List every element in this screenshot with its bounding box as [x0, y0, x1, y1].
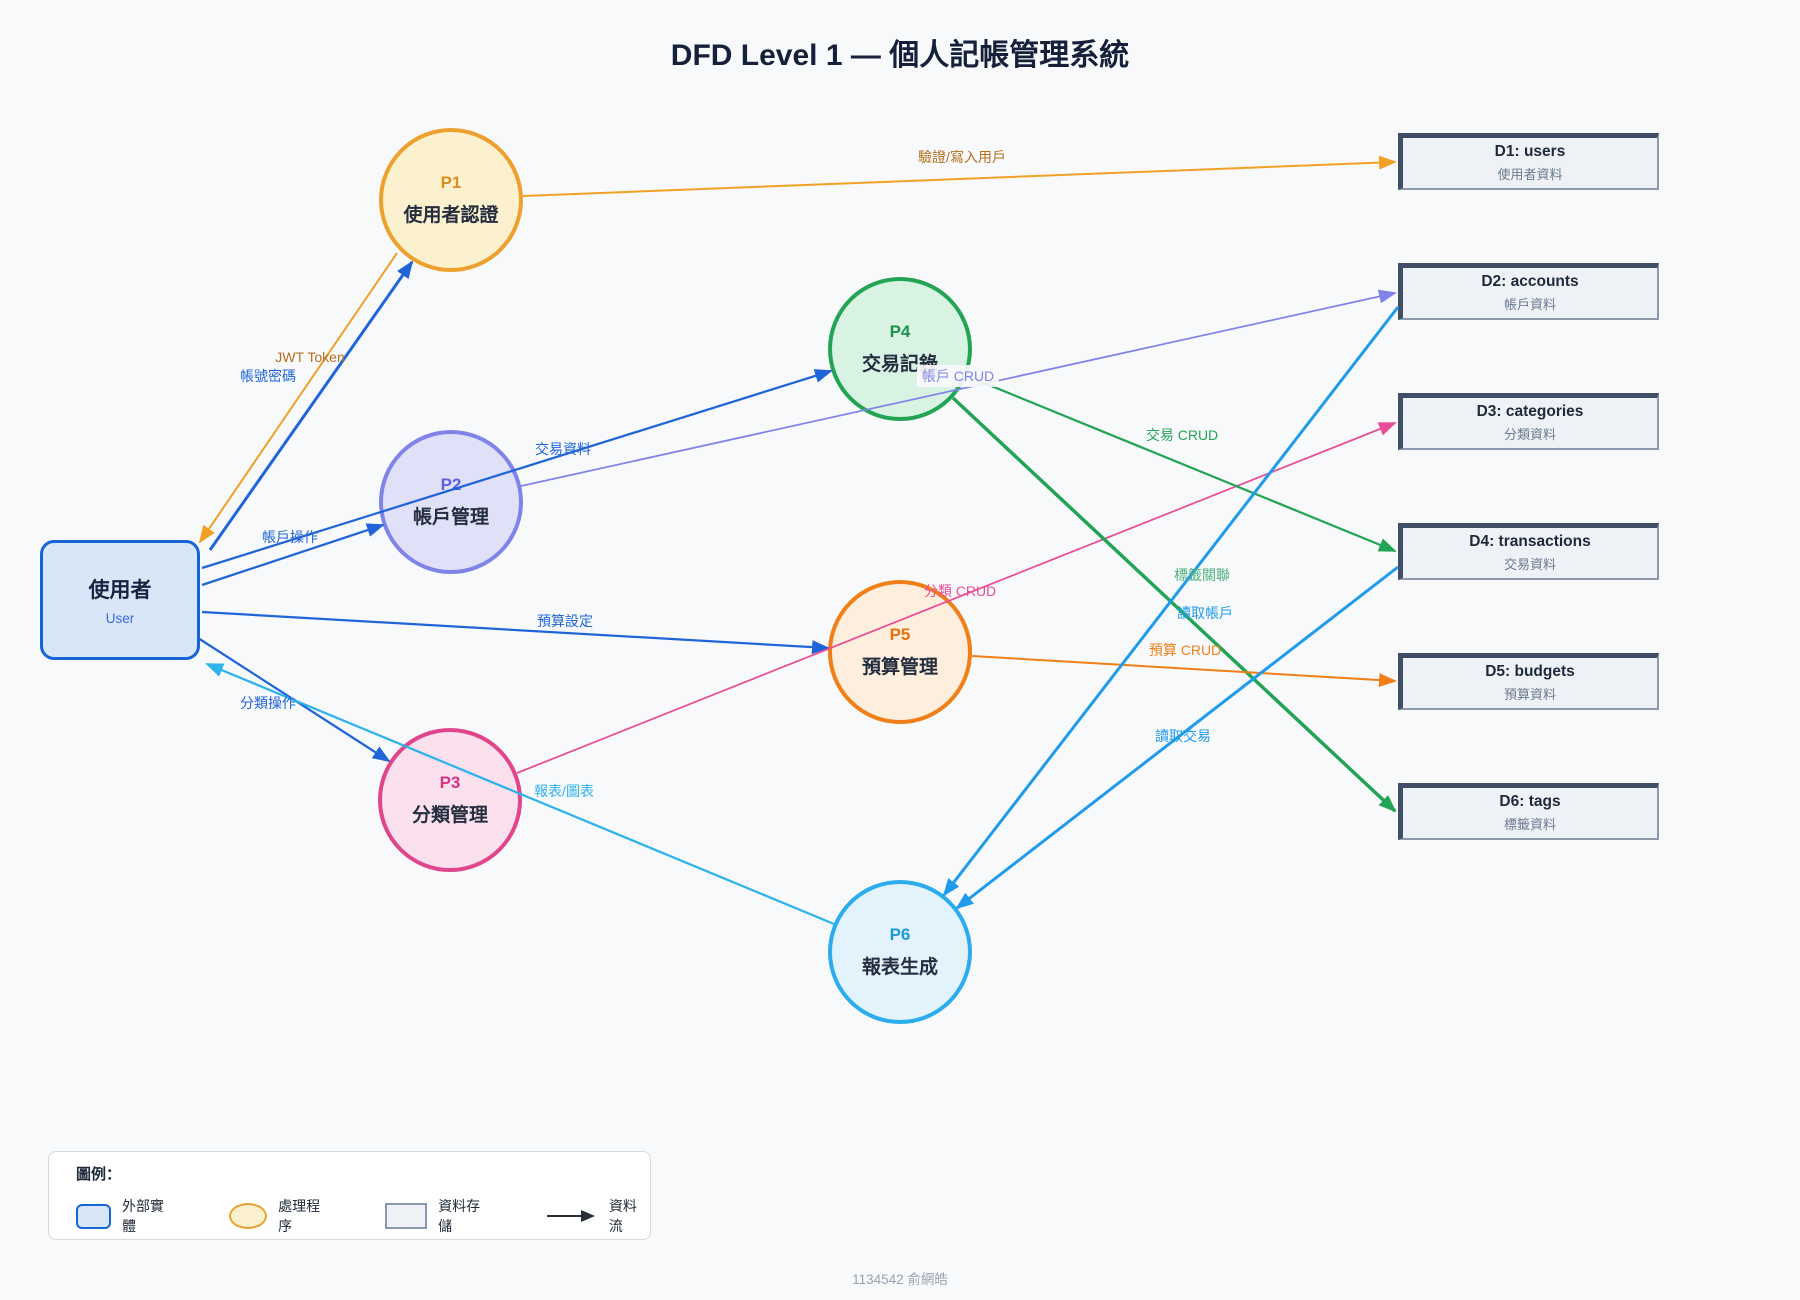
legend-label-process: 處理程序	[278, 1198, 321, 1234]
legend-label-datastore: 資料存儲	[438, 1198, 481, 1234]
datastore-d3-subtitle: 分類資料	[1503, 427, 1556, 442]
datastore-d6-subtitle: 標籤資料	[1503, 817, 1556, 832]
datastore-d1-subtitle: 使用者資料	[1497, 167, 1563, 182]
datastore-d2-title: D2: accounts	[1481, 273, 1579, 290]
process-p6: P6 報表生成	[828, 880, 972, 1024]
flow-label-budget-setting: 預算設定	[537, 613, 593, 629]
datastore-d2-subtitle: 帳戶資料	[1503, 297, 1556, 312]
flow-label-transaction-data: 交易資料	[535, 441, 591, 457]
process-p1-name: 使用者認證	[403, 205, 499, 226]
diagram-title: DFD Level 1 — 個人記帳管理系統	[670, 39, 1130, 72]
datastore-d1: D1: users 使用者資料	[1398, 133, 1659, 190]
legend-item-process: 處理程序	[229, 1196, 332, 1236]
process-swatch-icon	[229, 1203, 268, 1229]
process-p5-name: 預算管理	[861, 657, 938, 678]
datastore-d4-subtitle: 交易資料	[1503, 557, 1556, 572]
flow-label-tag-relation: 標籤關聯	[1174, 567, 1230, 583]
legend-items: 外部實體 處理程序 資料存儲 資料流	[76, 1196, 650, 1236]
process-p3-id: P3	[439, 773, 461, 792]
datastore-d4-title: D4: transactions	[1469, 533, 1591, 550]
entity-user-name: 使用者	[88, 579, 152, 602]
flow-label-reports-charts: 報表/圖表	[534, 783, 594, 799]
entity-user: 使用者 User	[40, 540, 200, 660]
legend-item-external-entity: 外部實體	[76, 1196, 176, 1236]
datastore-d1-title: D1: users	[1494, 143, 1566, 160]
datastore-d3: D3: categories 分類資料	[1398, 393, 1659, 450]
flow-label-jwt-token: JWT Token	[275, 349, 345, 365]
datastore-swatch-icon	[385, 1203, 428, 1229]
datastore-d5-title: D5: budgets	[1485, 663, 1575, 680]
flow-label-category-crud: 分類 CRUD	[923, 583, 997, 599]
external-entity-swatch-icon	[76, 1203, 111, 1229]
legend-item-dataflow: 資料流	[545, 1196, 650, 1236]
flow-label-account-password: 帳號密碼	[240, 368, 296, 384]
process-p3: P3 分類管理	[378, 728, 522, 872]
process-p3-name: 分類管理	[411, 805, 488, 826]
footer-credit: 1134542 俞網皓	[852, 1272, 948, 1287]
data-flow-arrow-icon	[547, 1210, 596, 1222]
legend-item-datastore: 資料存儲	[385, 1196, 492, 1236]
legend-label-external-entity: 外部實體	[122, 1198, 164, 1234]
flow-label-read-accounts: 讀取帳戶	[1177, 605, 1233, 621]
flow-label-account-crud: 帳戶 CRUD	[916, 365, 1000, 387]
process-p2-id: P2	[440, 475, 462, 494]
legend-label-dataflow: 資料流	[608, 1198, 637, 1234]
process-p6-id: P6	[889, 925, 911, 944]
datastore-d4: D4: transactions 交易資料	[1398, 523, 1659, 580]
process-p4-id: P4	[889, 322, 911, 341]
process-p1: P1 使用者認證	[379, 128, 523, 272]
flow-label-budget-crud: 預算 CRUD	[1148, 642, 1222, 658]
datastore-d2: D2: accounts 帳戶資料	[1398, 263, 1659, 320]
process-p2: P2 帳戶管理	[379, 430, 523, 574]
datastore-d5: D5: budgets 預算資料	[1398, 653, 1659, 710]
flow-label-transaction-crud: 交易 CRUD	[1145, 427, 1219, 443]
process-p6-name: 報表生成	[861, 957, 938, 978]
flow-label-account-ops: 帳戶操作	[262, 529, 318, 545]
legend: 圖例： 外部實體 處理程序 資料存儲 資料流	[48, 1151, 651, 1240]
process-p4: P4 交易記錄	[828, 277, 972, 421]
datastore-d6: D6: tags 標籤資料	[1398, 783, 1659, 840]
datastore-d3-title: D3: categories	[1476, 403, 1584, 420]
legend-title: 圖例：	[76, 1166, 122, 1183]
datastore-d6-title: D6: tags	[1499, 793, 1561, 810]
process-p5: P5 預算管理	[828, 580, 972, 724]
process-p2-name: 帳戶管理	[412, 507, 489, 528]
process-p5-id: P5	[889, 625, 911, 644]
flow-label-verify-write-user: 驗證/寫入用戶	[918, 149, 1006, 165]
process-p1-id: P1	[440, 173, 462, 192]
flow-label-category-ops: 分類操作	[240, 695, 296, 711]
datastore-d5-subtitle: 預算資料	[1503, 687, 1556, 702]
entity-user-subtitle: User	[105, 611, 135, 626]
flow-label-read-transactions: 讀取交易	[1155, 728, 1211, 744]
